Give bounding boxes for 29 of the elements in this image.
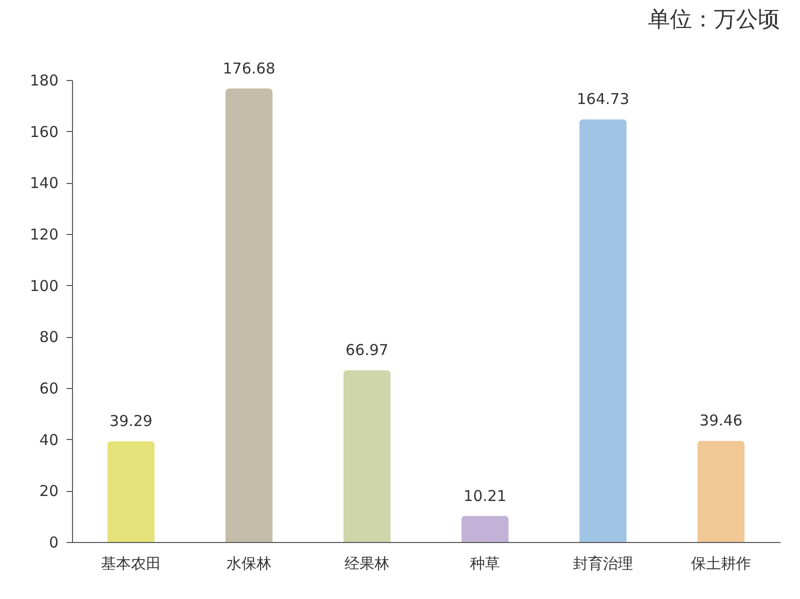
- x-tick-label: 经果林: [344, 554, 390, 572]
- data-label: 176.68: [222, 60, 276, 78]
- bar: [107, 441, 155, 542]
- y-tick-label: 120: [30, 226, 58, 244]
- y-tick-label: 160: [30, 122, 58, 141]
- data-label: 39.46: [700, 412, 742, 430]
- data-label: 39.29: [110, 412, 152, 430]
- y-tick-label: 40: [39, 430, 58, 449]
- y-tick-label: 80: [39, 328, 58, 346]
- y-tick-label: 20: [39, 482, 58, 500]
- y-tick-label: 140: [30, 174, 58, 192]
- bar: [461, 516, 509, 542]
- x-tick-label: 基本农田: [101, 554, 161, 572]
- y-tick-label: 100: [30, 276, 58, 295]
- text: 单位：万公顷: [648, 8, 780, 33]
- bar: [343, 370, 391, 542]
- bar: [225, 88, 273, 542]
- y-tick-label: 60: [39, 380, 58, 398]
- data-label: 66.97: [346, 341, 388, 360]
- y-tick-label: 0: [48, 534, 58, 552]
- x-tick-label: 保土耕作: [691, 554, 751, 572]
- data-label: 10.21: [464, 486, 506, 505]
- bar: [697, 440, 745, 542]
- y-tick-label: 180: [30, 72, 58, 90]
- x-tick-label: 水保林: [226, 554, 272, 572]
- bar: [579, 119, 627, 542]
- data-label: 164.73: [576, 90, 630, 108]
- x-tick-label: 封育治理: [573, 554, 633, 572]
- x-tick-label: 种草: [470, 554, 500, 572]
